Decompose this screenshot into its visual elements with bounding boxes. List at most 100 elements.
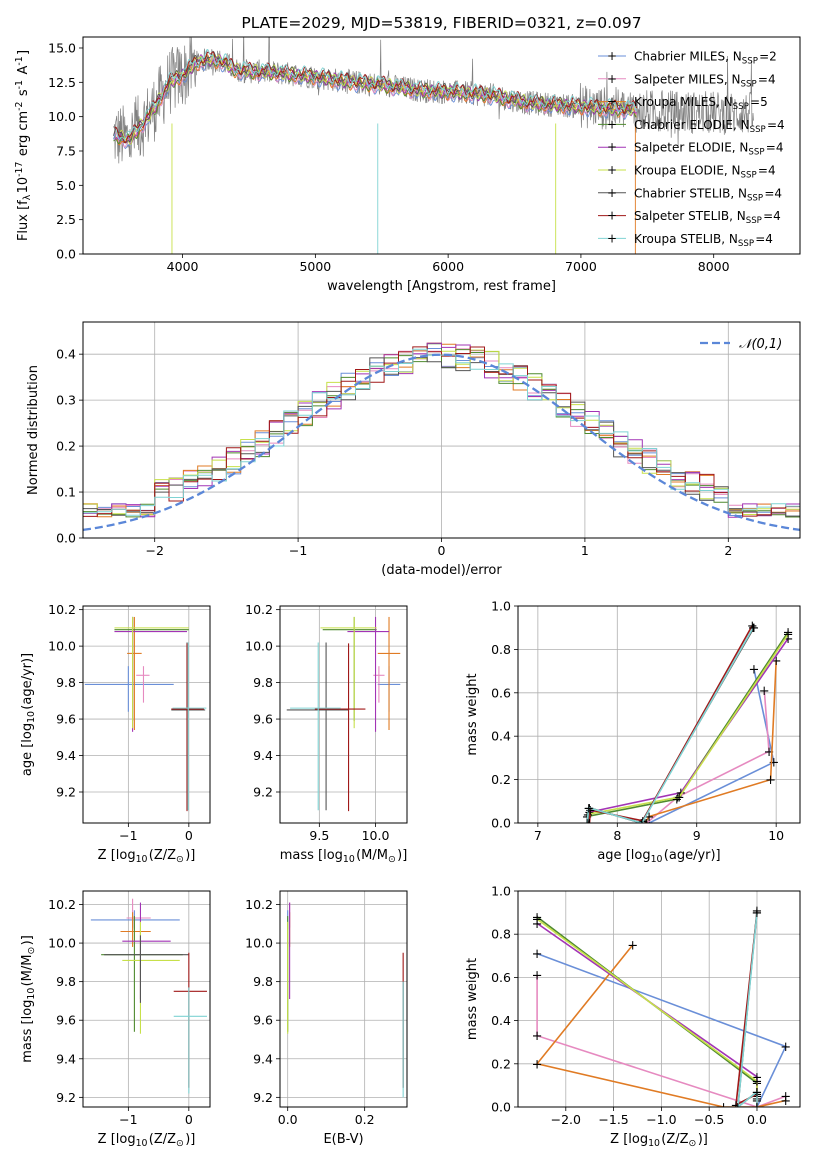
y-tick-label: 7.5 [56,143,76,158]
x-axis-label: Z [log10 (Z/Z⊙ )] [98,1132,196,1149]
weight-marker: + [532,947,543,962]
errorbar-point-0 [84,666,174,712]
legend-label: Kroupa MILES, NSSP =5 [634,95,768,112]
y-tick-label: 10.0 [245,639,273,654]
weight-marker: + [718,1101,729,1116]
plot-area [83,342,800,532]
x-tick-label: 8000 [698,259,730,274]
x-tick-label: −1 [289,543,307,558]
errorbar-point-3 [101,916,183,1032]
y-axis-label: mass weight [465,673,480,755]
x-axis-label: Z [log10 (Z/Z⊙ )] [98,848,196,865]
panel-3: 9.5 10.0 9.2 9.4 9.6 9.8 10.0 10.2 mass [log10 (… [245,602,408,865]
y-tick-label: 10.2 [48,602,76,617]
legend-label: Salpeter ELODIE, NSSP =4 [634,141,783,158]
weight-marker: + [783,626,794,641]
weight-line-1 [536,975,786,1107]
weight-line-4 [536,922,758,1107]
y-axis-label: mass [log10 (M/M⊙ )] [20,935,37,1063]
y-tick-label: 1.0 [491,884,511,899]
y-tick-label: 0.0 [491,1100,511,1115]
y-tick-label: 9.8 [56,675,76,690]
weight-line-1 [646,690,770,823]
legend: + Chabrier MILES, NSSP =2 + Salpeter MILES,… [598,49,785,249]
model-line-7 [114,51,638,144]
y-tick-label: 10.2 [245,897,273,912]
weight-marker: + [636,817,647,832]
weight-marker: + [582,817,593,832]
y-tick-label: 0.0 [56,247,76,262]
y-tick-label: 9.2 [253,785,273,800]
y-tick-label: 10.0 [48,109,76,124]
plot-area: ++++++++++++++++++++++++++++++++++++ [582,619,794,832]
panel-2: −1 0 9.2 9.4 9.6 9.8 10.0 10.2 Z [log10 (Z/Z⊙ )]… [20,602,211,865]
x-tick-label: −1 [119,828,137,843]
y-axis-label: Flux [fλ 10-17 erg cm-2 s-1 A-1 ] [14,50,33,241]
weight-marker: + [780,1090,791,1105]
x-axis-label: wavelength [Angstrom, rest frame] [327,279,556,294]
legend: 𝒩(0,1) [700,337,782,352]
normal-reference-curve [83,353,800,532]
x-tick-label: 7 [534,828,542,843]
axes-frame [279,890,408,1108]
x-tick-label: 0 [185,828,193,843]
plot-area [84,616,207,812]
weight-marker: + [583,801,594,816]
y-tick-label: 15.0 [48,40,76,55]
legend-marker: + [607,140,617,154]
x-tick-label: 0 [185,1112,193,1127]
legend-label: Kroupa STELIB, NSSP =4 [634,232,773,249]
legend-label: 𝒩(0,1) [739,337,782,352]
errorbar-point-8 [173,987,207,1094]
x-tick-label: 5000 [299,259,331,274]
x-tick-label: −2.0 [551,1112,581,1127]
errorbar-point-0 [90,910,180,930]
y-axis-label: age [log10 (age/yr)] [20,653,37,776]
x-tick-label: 10 [768,828,784,843]
x-tick-label: 0 [438,543,446,558]
y-tick-label: 0.8 [491,927,511,942]
y-tick-label: 9.8 [253,675,273,690]
x-tick-label: −2 [145,543,163,558]
x-tick-label: 10.0 [362,828,390,843]
y-tick-label: 0.4 [56,347,76,362]
weight-marker: + [627,939,638,954]
errorbar-point-8 [172,642,207,811]
y-axis-label: mass weight [465,958,480,1040]
weight-marker: + [637,814,648,829]
errorbar-point-6 [286,642,349,811]
legend-label: Salpeter MILES, NSSP =4 [634,72,776,89]
weight-line-0 [536,952,787,1107]
x-tick-label: 9 [693,828,701,843]
errorbar-point-5 [122,921,180,1034]
legend-label: Salpeter STELIB, NSSP =4 [634,209,781,226]
x-axis-label: Z [log10 (Z/Z⊙ )] [610,1132,708,1149]
weight-marker: + [644,810,655,825]
legend-marker: + [607,209,617,223]
weight-marker: + [765,773,776,788]
weight-line-2 [644,660,777,823]
x-tick-label: 9.5 [309,828,329,843]
legend-marker: + [607,117,617,131]
y-tick-label: 9.8 [253,974,273,989]
weight-marker: + [764,745,775,760]
errorbar-point-3 [114,616,189,721]
errorbar-point-2 [120,912,151,947]
panel-7: ++++++++++ + +++++++++++++++++++++++++−2.0… [465,884,801,1149]
axes-frame [517,605,801,824]
y-tick-label: 12.5 [48,75,76,90]
weight-marker: + [584,817,595,832]
weight-line-3 [536,916,758,1107]
y-tick-label: 9.8 [56,974,76,989]
errorbar-point-4 [114,616,188,732]
x-tick-label: 6000 [432,259,464,274]
errorbar-point-1 [126,898,151,928]
y-tick-label: 9.4 [253,748,273,763]
weight-marker: + [532,1029,543,1044]
legend-marker: + [607,49,617,63]
axes-frame [279,605,408,824]
weight-marker: + [748,621,759,636]
panel-6: 0.0 0.2 9.2 9.4 9.6 9.8 10.0 10.2 E(B-V) [245,890,408,1147]
panel-0: 4000 5000 6000 7000 8000 0.0 2.5 5.0 7.5 10.0 12.5… [14,14,801,294]
